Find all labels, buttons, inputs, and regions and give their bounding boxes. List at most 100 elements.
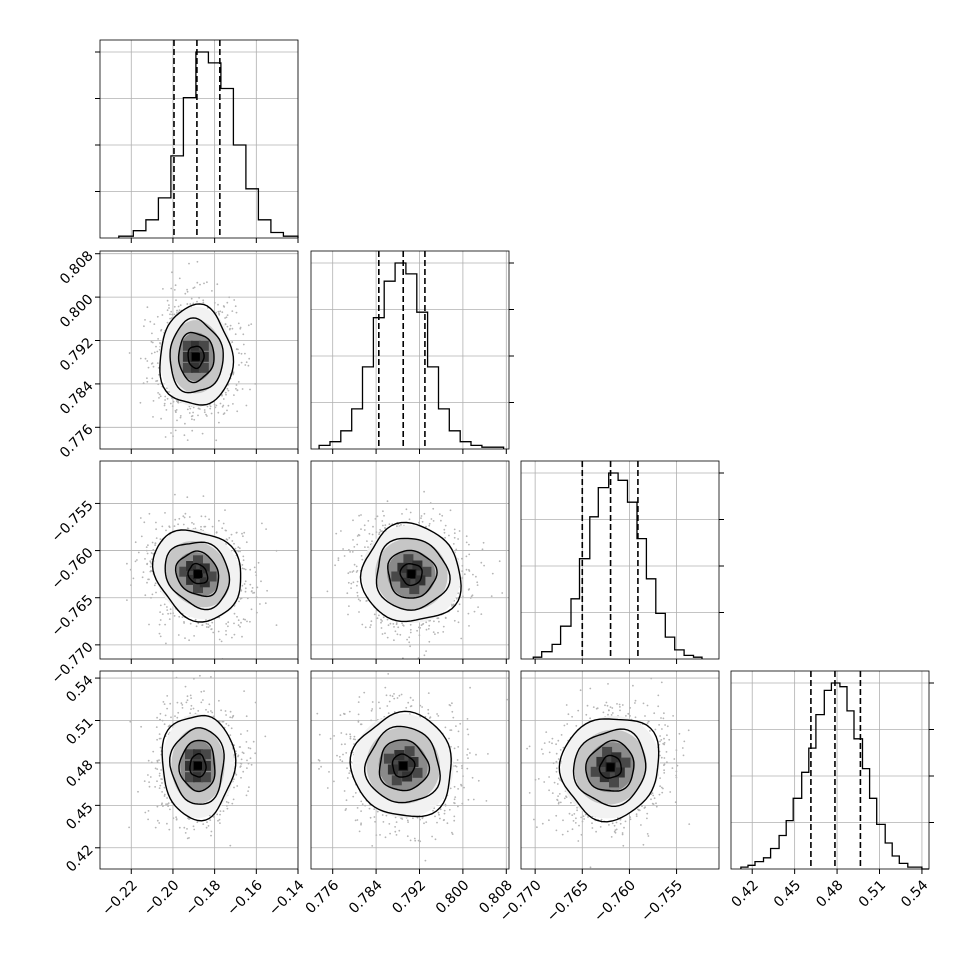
scatter-point [376,617,379,620]
scatter-point [225,630,227,632]
scatter-point [469,752,471,754]
scatter-point [184,422,186,425]
x-tick-label-0-3: −0.16 [224,877,266,919]
scatter-point [367,520,370,522]
y-tick-label-2-3: −0.755 [49,498,97,546]
scatter-point [480,561,483,564]
scatter-point [196,281,199,284]
scatter-point [191,418,193,421]
scatter-point [567,713,570,716]
scatter-point [431,835,433,838]
scatter-point [205,626,208,628]
scatter-point [534,778,537,781]
scatter-point [427,692,430,694]
scatter-point [259,603,261,605]
scatter-point [659,735,661,737]
scatter-point [233,394,235,396]
scatter-point [652,803,655,805]
scatter-point [465,541,468,544]
scatter-point [414,839,417,842]
scatter-point [240,361,243,364]
scatter-point [339,714,342,716]
scatter-point [188,262,190,265]
density-panel-1-2 [310,460,510,664]
scatter-point [183,826,186,829]
scatter-point [434,815,436,818]
scatter-point [243,583,246,585]
panel-frame-1-2 [310,460,510,660]
scatter-point [164,436,167,438]
scatter-point [257,561,260,564]
contour-1-3-2 [378,739,431,792]
scatter-point [528,792,531,794]
scatter-point [461,557,463,560]
scatter-point [382,821,385,823]
scatter-point [632,684,634,687]
scatter-point [247,324,250,327]
scatter-point [219,810,222,812]
contour-2-3-0 [558,718,660,823]
scatter-point [449,509,452,512]
scatter-point [186,699,189,702]
contour-0-2-3 [187,562,209,585]
scatter-point [176,701,179,704]
scatter-point [158,759,160,761]
scatter-point [190,697,193,699]
scatter-point [461,767,463,770]
scatter-point [139,401,142,404]
scatter-point [563,724,566,727]
scatter-point [175,816,178,819]
y-tick-label-1-3: 0.800 [57,291,97,331]
scatter-point [181,707,184,709]
scatter-point [200,515,203,518]
scatter-point [548,751,551,754]
scatter-point [178,517,181,520]
scatter-point [146,552,149,555]
scatter-point [225,623,228,625]
scatter-point [675,776,678,779]
scatter-point [438,813,440,816]
x-tick-label-2-2: −0.760 [591,877,639,925]
scatter-point [234,305,237,308]
scatter-point [358,830,361,833]
scatter-point [231,802,234,805]
scatter-point [425,650,427,652]
scatter-point [196,821,199,824]
scatter-point [381,520,384,522]
scatter-point [227,404,230,407]
scatter-point [374,518,377,520]
scatter-point [205,870,207,872]
scatter-point [238,352,240,354]
scatter-point [244,587,247,590]
scatter-point [420,515,423,517]
scatter-point [350,587,352,589]
scatter-point [158,774,161,777]
scatter-point [642,702,645,705]
scatter-point [666,761,668,763]
scatter-point [408,641,411,644]
scatter-point [217,303,219,306]
scatter-point [439,808,442,811]
scatter-point [555,770,558,773]
scatter-point [149,570,152,573]
scatter-point [160,803,163,806]
density-cell [403,554,414,565]
scatter-point [395,622,398,624]
scatter-point [150,596,152,599]
scatter-point [453,532,456,535]
scatter-point [236,348,238,350]
scatter-point [409,705,412,708]
density-cell [602,746,613,757]
scatter-point [349,735,352,738]
scatter-point [256,611,258,614]
scatter-point [166,707,169,710]
scatter-point [682,754,685,757]
scatter-point [536,826,538,829]
scatter-point [400,693,403,696]
scatter-point [158,737,161,740]
scatter-point [384,686,387,689]
scatter-point [433,620,435,623]
scatter-point [146,360,149,362]
scatter-point [182,523,185,526]
contour-0-3-3 [189,752,207,778]
